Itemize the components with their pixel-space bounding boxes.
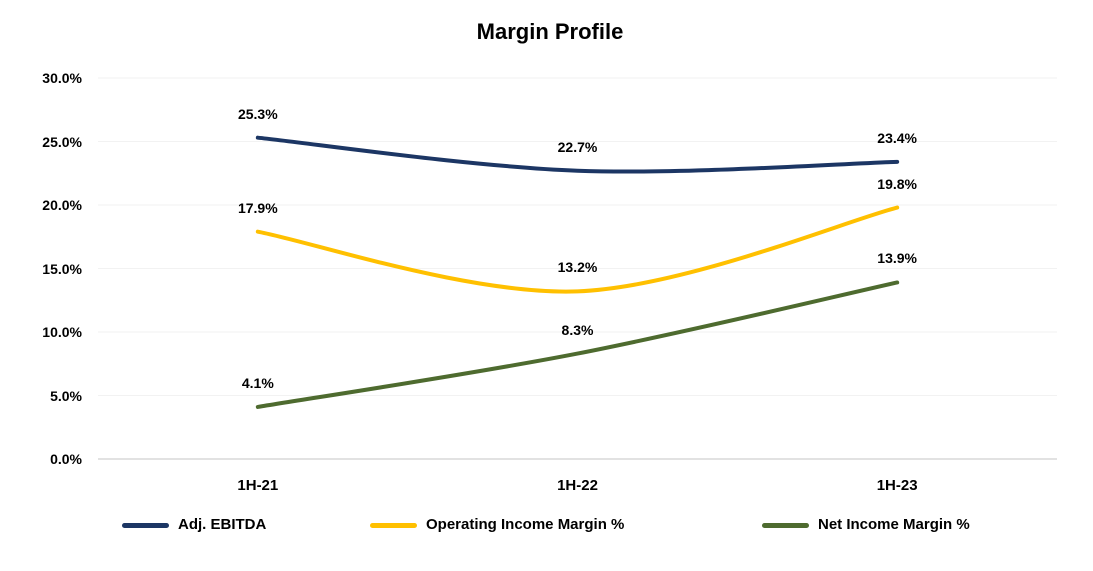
legend-label: Net Income Margin % <box>818 516 970 533</box>
legend-item: Net Income Margin % <box>762 516 970 534</box>
legend-line-swatch-icon <box>122 522 169 528</box>
legend-label: Operating Income Margin % <box>426 516 625 533</box>
data-label: 25.3% <box>237 105 278 122</box>
series-line-0 <box>255 135 900 174</box>
series-line-1 <box>255 205 900 294</box>
data-label: 17.9% <box>237 199 278 216</box>
data-label: 13.2% <box>557 259 598 276</box>
x-category-label: 1H-23 <box>876 477 918 494</box>
data-label: 19.8% <box>877 175 917 192</box>
legend-line-swatch-icon <box>762 522 809 528</box>
y-tick-label: 25.0% <box>42 133 82 150</box>
x-category-label: 1H-21 <box>237 477 279 494</box>
data-label: 22.7% <box>557 138 598 155</box>
legend-item: Adj. EBITDA <box>122 516 266 534</box>
y-tick-label: 5.0% <box>50 387 82 404</box>
chart-title: Margin Profile <box>476 19 624 44</box>
legend-line-swatch-icon <box>370 522 417 528</box>
y-tick-label: 30.0% <box>42 70 82 86</box>
y-tick-label: 20.0% <box>42 197 82 213</box>
series-line-2 <box>255 280 900 409</box>
data-label: 8.3% <box>561 321 594 338</box>
y-tick-label: 10.0% <box>42 324 82 340</box>
y-tick-label: 0.0% <box>50 451 82 467</box>
legend-item: Operating Income Margin % <box>370 516 624 534</box>
data-label: 23.4% <box>877 129 917 146</box>
data-label: 4.1% <box>241 374 274 391</box>
y-tick-label: 15.0% <box>42 260 82 277</box>
x-category-label: 1H-22 <box>557 477 598 494</box>
legend-label: Adj. EBITDA <box>178 516 267 533</box>
data-label: 13.9% <box>877 250 917 267</box>
